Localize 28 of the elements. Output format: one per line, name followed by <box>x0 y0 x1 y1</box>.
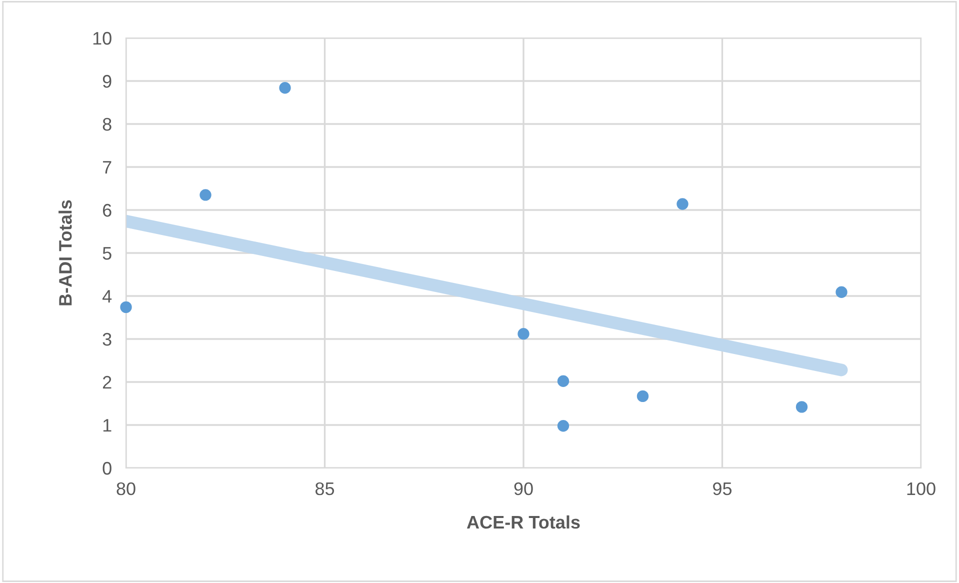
x-tick-label: 95 <box>713 482 732 496</box>
y-tick-label: 1 <box>103 419 112 432</box>
point <box>557 375 570 387</box>
y-tick-label: 5 <box>102 247 112 260</box>
y-tick-label: 6 <box>102 204 112 217</box>
y-tick-label: 4 <box>102 290 112 303</box>
y-tick-label: 7 <box>102 161 112 174</box>
y-tick-label: 9 <box>102 74 112 88</box>
point <box>557 420 570 432</box>
x-tick-label: 90 <box>514 482 533 496</box>
y-tick-label: 10 <box>93 32 112 45</box>
y-tick-label: 8 <box>102 118 112 131</box>
point <box>836 286 848 298</box>
point <box>120 301 132 314</box>
x-tick-label: 85 <box>315 482 334 496</box>
point <box>676 198 688 210</box>
y-axis-title: B-ADI Totals <box>58 200 72 306</box>
point <box>200 189 212 201</box>
y-tick-label: 2 <box>102 376 112 389</box>
x-tick-label: 80 <box>116 482 136 496</box>
point <box>518 328 530 340</box>
y-tick-label: 0 <box>102 462 112 475</box>
point <box>796 401 808 413</box>
y-tick-label: 3 <box>102 332 112 346</box>
x-tick-label: 100 <box>907 482 936 496</box>
point <box>636 390 649 402</box>
x-axis-title: ACE-R Totals <box>466 515 580 529</box>
point <box>279 82 291 94</box>
